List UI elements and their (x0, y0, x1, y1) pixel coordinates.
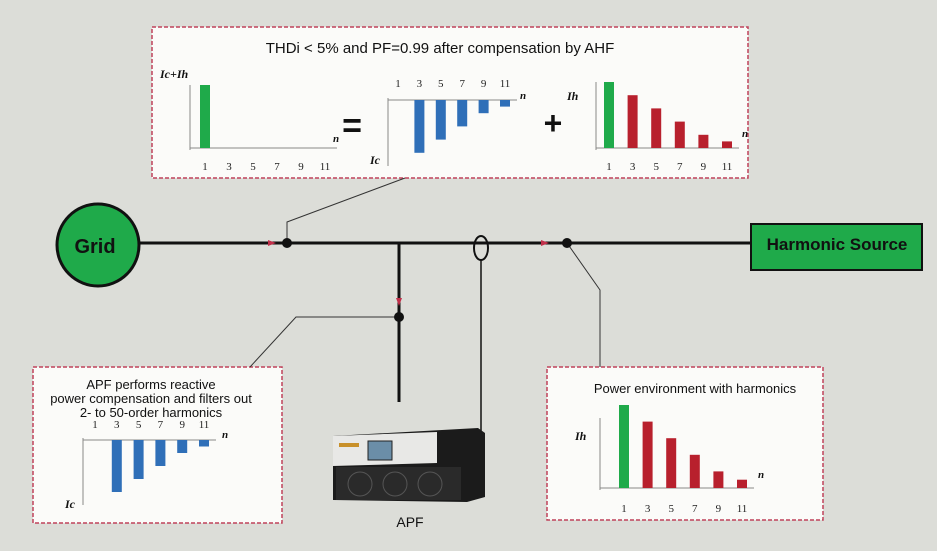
chart-bar-3 (627, 95, 638, 148)
chart-tick-label: 1 (202, 161, 208, 173)
chart-x-label: n (742, 128, 748, 140)
chart-bar-1 (619, 405, 629, 488)
chart-bar-7 (689, 454, 700, 488)
chart-tick-label: 3 (630, 161, 636, 173)
top-box-title: THDi < 5% and PF=0.99 after compensation… (266, 40, 615, 57)
harmonic-source-block (750, 223, 923, 271)
right-callout-box (546, 366, 824, 521)
chart-tick-label: 5 (653, 161, 659, 173)
chart-tick-label: 3 (226, 161, 232, 173)
chart-bar-7 (457, 100, 468, 127)
left-box-line1: APF performs reactive (86, 377, 215, 392)
chart-bar-9 (177, 440, 188, 453)
chart-bar-5 (651, 108, 662, 148)
leader-line-left (249, 316, 399, 368)
chart-bar-7 (155, 440, 166, 466)
chart-tick-label: 11 (500, 78, 511, 90)
chart-bar-11 (199, 440, 209, 447)
chart-tick-label: 5 (668, 503, 674, 515)
top-callout-box (151, 26, 749, 179)
leader-line-top (286, 177, 406, 243)
chart-x-label: n (758, 469, 764, 481)
current-arrow-icon (396, 298, 402, 306)
chart-tick-label: 9 (298, 161, 304, 173)
chart-y-label: Ic+Ih (159, 67, 189, 81)
chart-bar-3 (414, 100, 425, 153)
chart-bar-5 (133, 440, 144, 479)
chart-tick-label: 3 (114, 419, 120, 431)
chart-tick-label: 3 (417, 78, 423, 90)
chart-x-label: n (520, 90, 526, 102)
chart-bar-3 (111, 440, 122, 492)
current-transformer-icon (473, 235, 489, 261)
leader-line-right (566, 242, 601, 367)
chart-bar-1 (200, 85, 210, 148)
chart-tick-label: 9 (481, 78, 487, 90)
chart-tick-label: 7 (158, 419, 164, 431)
chart-tick-label: 1 (621, 503, 627, 515)
chart-tick-label: 11 (199, 419, 210, 431)
chart-bar-11 (737, 479, 747, 488)
apf-label: APF (396, 514, 423, 530)
harmonic-source-label: Harmonic Source (767, 235, 908, 254)
equals-sign: = (342, 107, 362, 145)
grid-label: Grid (74, 236, 115, 258)
chart-tick-label: 11 (320, 161, 331, 173)
chart-bar-9 (698, 134, 709, 148)
chart-x-label: n (222, 429, 228, 441)
chart-bar-5 (666, 438, 677, 488)
chart-tick-label: 7 (677, 161, 683, 173)
apf-device-image (333, 428, 485, 502)
chart-y-label: Ic (369, 153, 381, 167)
chart-x-label: n (333, 133, 339, 145)
chart-bar-9 (478, 100, 489, 114)
measurement-node (394, 312, 404, 322)
measurement-node (282, 238, 292, 248)
chart-tick-label: 9 (701, 161, 707, 173)
chart-bar-7 (674, 121, 685, 148)
chart-bar-5 (435, 100, 446, 140)
chart-tick-label: 9 (179, 419, 185, 431)
chart-tick-label: 1 (606, 161, 612, 173)
chart-tick-label: 5 (250, 161, 256, 173)
left-box-line2: power compensation and filters out (50, 391, 252, 406)
measurement-node (562, 238, 572, 248)
chart-y-label: Ih (566, 89, 579, 103)
chart-bar-3 (642, 421, 653, 488)
chart-y-label: Ic (64, 497, 76, 511)
chart-tick-label: 5 (438, 78, 444, 90)
left-box-line3: 2- to 50-order harmonics (80, 405, 223, 420)
chart-tick-label: 1 (92, 419, 98, 431)
chart-bar-11 (500, 100, 510, 107)
chart-y-label: Ih (574, 429, 587, 443)
chart-tick-label: 7 (459, 78, 465, 90)
chart-tick-label: 11 (722, 161, 733, 173)
grid-node (55, 202, 141, 288)
chart-bar-9 (713, 471, 724, 488)
chart-tick-label: 7 (274, 161, 280, 173)
chart-tick-label: 7 (692, 503, 698, 515)
chart-tick-label: 5 (136, 419, 142, 431)
chart-bar-1 (604, 82, 614, 148)
chart-tick-label: 3 (645, 503, 651, 515)
chart-bar-11 (722, 141, 732, 148)
chart-tick-label: 9 (716, 503, 722, 515)
current-arrow-icon (268, 240, 276, 246)
chart-tick-label: 1 (395, 78, 401, 90)
current-arrow-icon (541, 240, 549, 246)
right-box-title: Power environment with harmonics (594, 381, 797, 396)
plus-sign: + (544, 105, 563, 141)
chart-tick-label: 11 (737, 503, 748, 515)
